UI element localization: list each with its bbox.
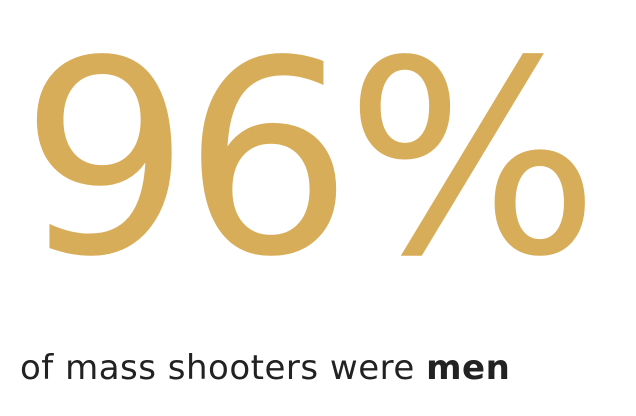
caption-text: of mass shooters were <box>20 348 427 388</box>
caption-emphasis: men <box>426 348 511 388</box>
stat-caption: of mass shooters were men <box>20 348 620 388</box>
stat-percentage: 96% <box>20 4 600 316</box>
